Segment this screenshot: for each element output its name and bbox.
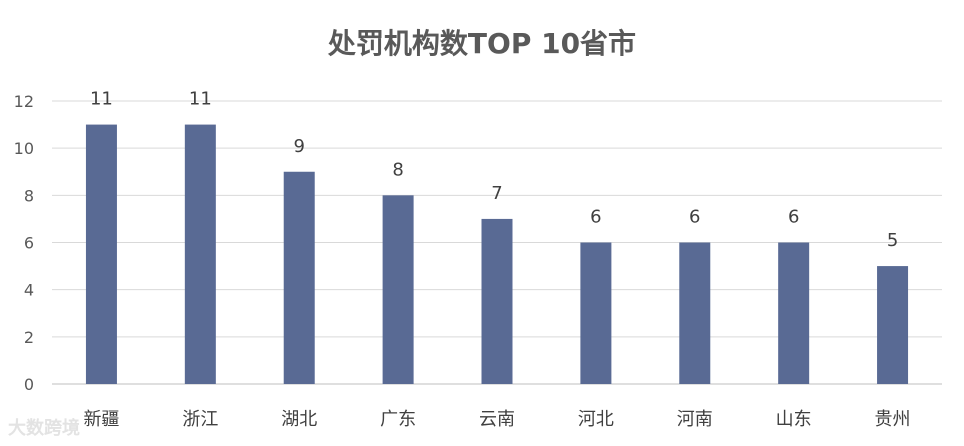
- data-label: 9: [293, 136, 304, 157]
- y-tick-label: 2: [24, 328, 34, 347]
- x-tick-label: 云南: [479, 409, 515, 430]
- x-tick-label: 湖北: [281, 409, 317, 430]
- y-tick-label: 12: [14, 92, 34, 111]
- watermark: 大数跨境: [8, 418, 80, 439]
- chart-title: 处罚机构数TOP 10省市: [327, 27, 637, 60]
- bar: [85, 124, 117, 384]
- bars: [85, 124, 909, 384]
- data-label: 11: [189, 89, 212, 110]
- y-tick-label: 6: [24, 234, 34, 253]
- x-tick-label: 浙江: [182, 409, 218, 430]
- bar: [679, 242, 711, 384]
- y-tick-label: 4: [24, 281, 34, 300]
- bar: [580, 242, 612, 384]
- x-tick-label: 河北: [578, 409, 614, 430]
- data-label: 7: [491, 183, 502, 204]
- bar: [481, 218, 513, 384]
- data-label: 6: [689, 207, 700, 228]
- data-label: 8: [392, 159, 403, 180]
- bar: [778, 242, 810, 384]
- x-tick-label: 山东: [776, 409, 812, 430]
- y-axis-ticks: 0 2 4 6 8 10 12: [14, 92, 34, 394]
- data-label: 6: [788, 207, 799, 228]
- bar: [184, 124, 216, 384]
- data-label: 6: [590, 207, 601, 228]
- bar: [283, 171, 315, 384]
- x-axis-ticks: 新疆 浙江 湖北 广东 云南 河北 河南 山东 贵州: [83, 409, 910, 430]
- x-tick-label: 贵州: [875, 409, 911, 430]
- x-tick-label: 广东: [380, 409, 416, 430]
- bar: [382, 195, 414, 384]
- y-tick-label: 8: [24, 186, 34, 205]
- y-tick-label: 0: [24, 375, 34, 394]
- x-tick-label: 河南: [677, 409, 713, 430]
- y-tick-label: 10: [14, 139, 34, 158]
- bar: [877, 266, 909, 384]
- data-label: 5: [887, 230, 898, 251]
- data-label: 11: [90, 89, 113, 110]
- data-labels: 11 11 9 8 7 6 6 6 5: [90, 89, 898, 251]
- x-tick-label: 新疆: [83, 409, 119, 430]
